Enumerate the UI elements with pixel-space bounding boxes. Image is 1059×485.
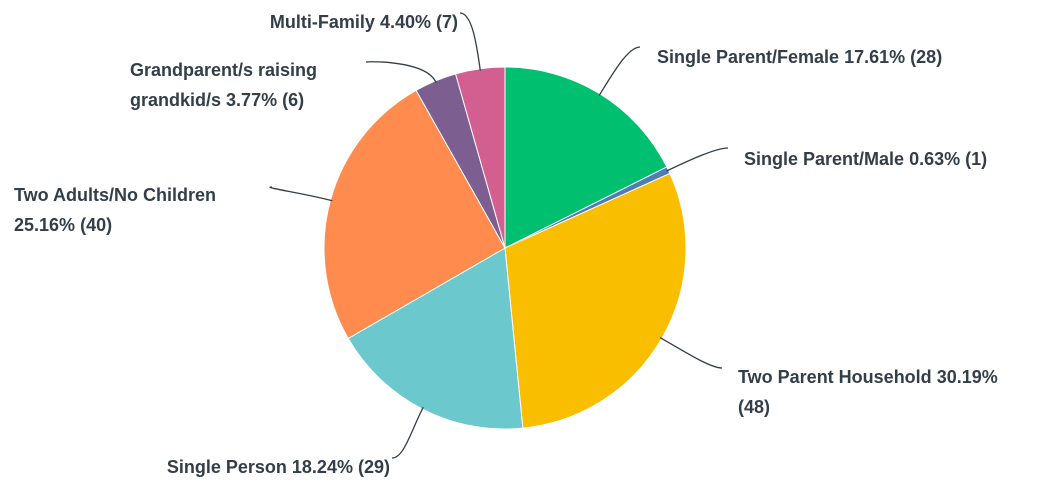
slice-label: Single Person 18.24% (29) — [90, 452, 390, 482]
percent-label: 30.19% — [936, 367, 998, 387]
category-name: Single Parent/Male — [744, 149, 905, 169]
count-label: (40) — [80, 215, 113, 235]
count-label: (6) — [282, 90, 305, 110]
percent-label: 3.77% — [226, 90, 278, 110]
category-name: Single Person — [166, 457, 287, 477]
category-name: Two Adults/No Children — [14, 185, 216, 205]
count-label: (1) — [965, 149, 988, 169]
percent-label: 18.24% — [291, 457, 353, 477]
percent-label: 4.40% — [379, 12, 431, 32]
leader-line — [666, 147, 729, 172]
slice-label: Two Parent Household 30.19% (48) — [738, 362, 998, 422]
category-name: Multi-Family — [269, 12, 375, 32]
slice-label: Single Parent/Male 0.63% (1) — [744, 144, 1056, 174]
leader-line — [365, 61, 437, 84]
count-label: (48) — [738, 397, 771, 417]
leader-line — [269, 186, 333, 202]
leader-line — [659, 336, 723, 369]
leader-line — [391, 406, 424, 459]
count-label: (28) — [910, 47, 943, 67]
count-label: (29) — [357, 457, 390, 477]
category-name: Single Parent/Female — [657, 47, 840, 67]
percent-label: 17.61% — [844, 47, 906, 67]
slice-label: Two Adults/No Children 25.16% (40) — [14, 180, 282, 240]
count-label: (7) — [436, 12, 458, 32]
slice-label: Multi-Family 4.40% (7) — [150, 7, 458, 37]
percent-label: 25.16% — [14, 215, 76, 235]
category-name: Grandparent/s raising grandkid/s — [130, 60, 318, 110]
slice-label: Grandparent/s raising grandkid/s 3.77% (… — [130, 55, 375, 115]
leader-line — [598, 46, 641, 97]
percent-label: 0.63% — [909, 149, 961, 169]
leader-line — [459, 12, 481, 71]
category-name: Two Parent Household — [738, 367, 932, 387]
slice-label: Single Parent/Female 17.61% (28) — [657, 42, 1047, 72]
